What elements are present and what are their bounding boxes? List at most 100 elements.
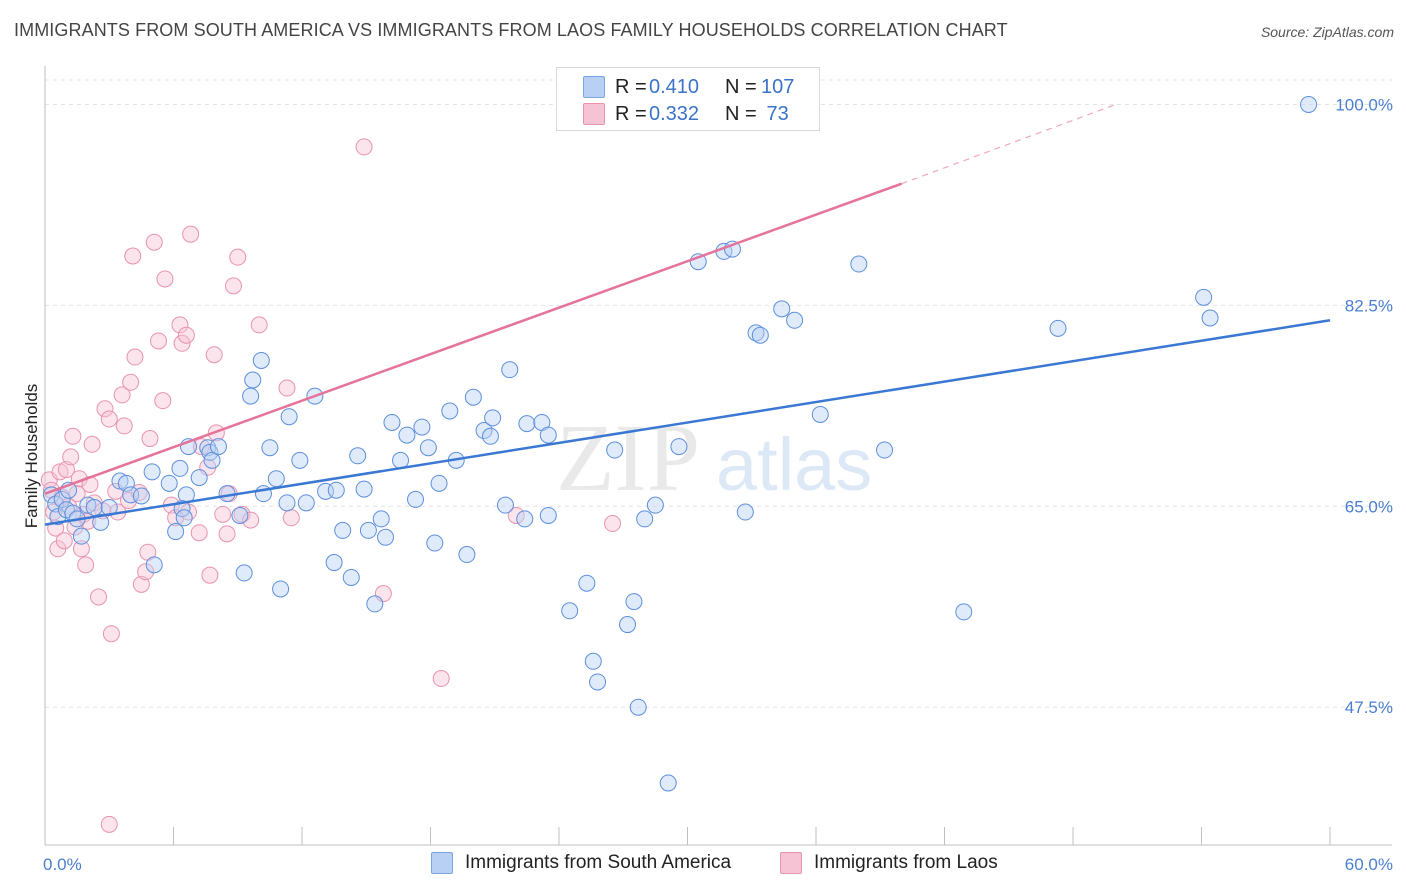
laos-point xyxy=(177,326,195,344)
south-america-point xyxy=(876,441,894,459)
laos-point xyxy=(604,515,622,533)
south-america-point xyxy=(458,546,476,564)
legend-row-laos: R = 0.332 N = 73 xyxy=(583,101,813,127)
south-america-point xyxy=(261,439,279,457)
laos-point xyxy=(113,386,131,404)
legend-r-label: R = xyxy=(615,102,647,125)
south-america-point xyxy=(398,426,416,444)
y-tick-label: 65.0% xyxy=(1345,497,1393,516)
south-america-point xyxy=(407,490,425,508)
laos-point xyxy=(205,346,223,364)
south-america-point xyxy=(773,300,791,318)
south-america-point xyxy=(475,422,493,440)
legend-label-south-america: Immigrants from South America xyxy=(465,852,732,873)
legend-n-value: 73 xyxy=(761,102,789,125)
south-america-point xyxy=(539,426,557,444)
south-america-point xyxy=(1195,288,1213,306)
south-america-point xyxy=(203,451,221,469)
laos-point xyxy=(96,400,114,418)
watermark: ZIP atlas xyxy=(556,404,872,511)
south-america-point xyxy=(175,509,193,527)
laos-point xyxy=(102,625,120,643)
south-america-point xyxy=(297,494,315,512)
south-america-point xyxy=(280,408,298,426)
watermark-atlas: atlas xyxy=(716,423,872,506)
south-america-point xyxy=(786,311,804,329)
south-america-point xyxy=(117,474,135,492)
laos-point xyxy=(432,670,450,688)
y-tick-label: 82.5% xyxy=(1345,296,1393,315)
south-america-point xyxy=(636,510,654,528)
laos-trend-line xyxy=(44,182,903,495)
south-america-point xyxy=(659,774,677,792)
south-america-point xyxy=(278,494,296,512)
laos-point xyxy=(242,511,260,529)
south-america-point xyxy=(334,521,352,539)
south-america-point xyxy=(589,673,607,691)
laos-point xyxy=(190,524,208,542)
legend-label-laos: Immigrants from Laos xyxy=(814,852,998,873)
south-america-point xyxy=(441,402,459,420)
legend-swatch-blue xyxy=(431,852,453,874)
south-america-point xyxy=(272,580,290,598)
y-tick-labels: 47.5% 65.0% 82.5% 100.0% xyxy=(1335,95,1393,717)
south-america-point xyxy=(72,527,90,545)
south-america-point xyxy=(242,387,260,405)
south-america-point xyxy=(646,496,664,514)
laos-point xyxy=(278,379,296,397)
y-tick-label: 47.5% xyxy=(1345,698,1393,717)
y-tick-label: 100.0% xyxy=(1335,95,1393,114)
laos-point xyxy=(154,392,172,410)
south-america-point xyxy=(670,438,688,456)
legend-r-label: R = xyxy=(615,75,647,98)
south-america-point xyxy=(584,652,602,670)
south-america-point xyxy=(359,521,377,539)
laos-point xyxy=(145,233,163,251)
laos-point xyxy=(77,556,95,574)
south-america-point xyxy=(1300,95,1318,113)
south-america-point xyxy=(267,470,285,488)
south-america-point xyxy=(625,593,643,611)
laos-trend-extension xyxy=(901,103,1117,185)
south-america-point xyxy=(111,472,129,490)
south-america-point xyxy=(349,447,367,465)
legend-swatch-pink xyxy=(780,852,802,874)
south-america-point xyxy=(430,474,448,492)
legend-swatch-blue xyxy=(583,76,605,98)
south-america-point xyxy=(413,418,431,436)
south-america-point xyxy=(209,438,227,456)
laos-point xyxy=(173,334,191,352)
south-america-point xyxy=(79,496,97,514)
south-america-point xyxy=(484,409,502,427)
legend-item-laos: Immigrants from Laos xyxy=(780,852,998,874)
south-america-point xyxy=(561,602,579,620)
laos-point xyxy=(355,138,373,156)
legend-r-value: 0.410 xyxy=(649,75,700,98)
legend-row-south-america: R = 0.410 N = 107 xyxy=(583,74,813,100)
laos-point xyxy=(171,316,189,334)
south-america-point xyxy=(419,439,437,457)
south-america-point xyxy=(132,487,150,505)
trend-lines xyxy=(44,103,1331,526)
laos-point xyxy=(201,566,219,584)
laos-point xyxy=(282,509,300,527)
laos-point xyxy=(250,316,268,334)
south-america-point xyxy=(342,568,360,586)
laos-point xyxy=(72,540,90,558)
south-america-point xyxy=(327,481,345,499)
laos-point xyxy=(122,373,140,391)
laos-point xyxy=(57,461,75,479)
south-america-point xyxy=(190,469,208,487)
south-america-trend-line xyxy=(44,319,1331,526)
south-america-point xyxy=(377,528,395,546)
south-america-point xyxy=(539,506,557,524)
south-america-point xyxy=(291,451,309,469)
laos-point xyxy=(141,430,159,448)
south-america-point xyxy=(92,513,110,531)
south-america-point xyxy=(736,503,754,521)
south-america-point xyxy=(629,698,647,716)
south-america-point xyxy=(1201,309,1219,327)
legend-n-value: 107 xyxy=(761,75,795,98)
south-america-point xyxy=(145,556,163,574)
south-america-point xyxy=(1049,319,1067,337)
